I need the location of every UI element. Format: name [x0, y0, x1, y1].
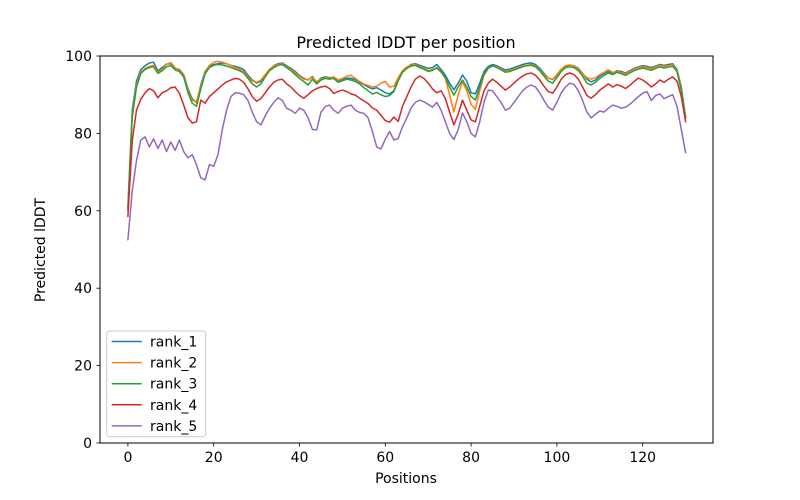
plot-frame [99, 55, 714, 444]
x-tick-label: 80 [462, 450, 480, 466]
series-lines [127, 60, 687, 241]
legend-item-rank_1: rank_1 [111, 335, 197, 351]
x-tick-label: 60 [376, 450, 394, 466]
y-tick-label: 60 [74, 204, 92, 220]
y-tick-label: 40 [74, 281, 92, 297]
legend-label-rank_1: rank_1 [150, 335, 197, 351]
series-line-rank_2 [127, 60, 687, 212]
x-tick-label: 100 [544, 450, 571, 466]
legend-box [106, 330, 207, 438]
legend-item-rank_2: rank_2 [111, 356, 197, 372]
y-tick-label: 80 [74, 126, 92, 142]
x-tick-label: 0 [123, 450, 132, 466]
y-tick-label: 100 [65, 49, 92, 65]
y-ticks: 0 20 40 60 80 100 [65, 49, 100, 452]
y-axis-label: Predicted lDDT [33, 197, 49, 302]
legend-item-rank_3: rank_3 [111, 377, 197, 393]
legend: rank_1 rank_2 rank_3 rank_4 rank_5 [106, 330, 207, 438]
legend-item-rank_4: rank_4 [111, 398, 197, 414]
x-ticks: 0 20 40 60 80 100 120 [123, 443, 656, 466]
x-tick-label: 20 [205, 450, 223, 466]
x-axis-label: Positions [375, 471, 437, 487]
legend-label-rank_4: rank_4 [150, 398, 197, 414]
x-tick-label: 120 [629, 450, 656, 466]
legend-item-rank_5: rank_5 [111, 419, 197, 435]
chart-title: Predicted lDDT per position [296, 33, 515, 52]
series-line-rank_5 [127, 82, 687, 241]
y-tick-label: 0 [83, 436, 92, 452]
legend-label-rank_3: rank_3 [150, 377, 197, 393]
series-line-rank_4 [127, 72, 687, 218]
series-line-rank_3 [127, 63, 687, 212]
x-tick-label: 40 [291, 450, 309, 466]
legend-label-rank_5: rank_5 [150, 419, 197, 435]
legend-label-rank_2: rank_2 [150, 356, 197, 372]
y-tick-label: 20 [74, 359, 92, 375]
